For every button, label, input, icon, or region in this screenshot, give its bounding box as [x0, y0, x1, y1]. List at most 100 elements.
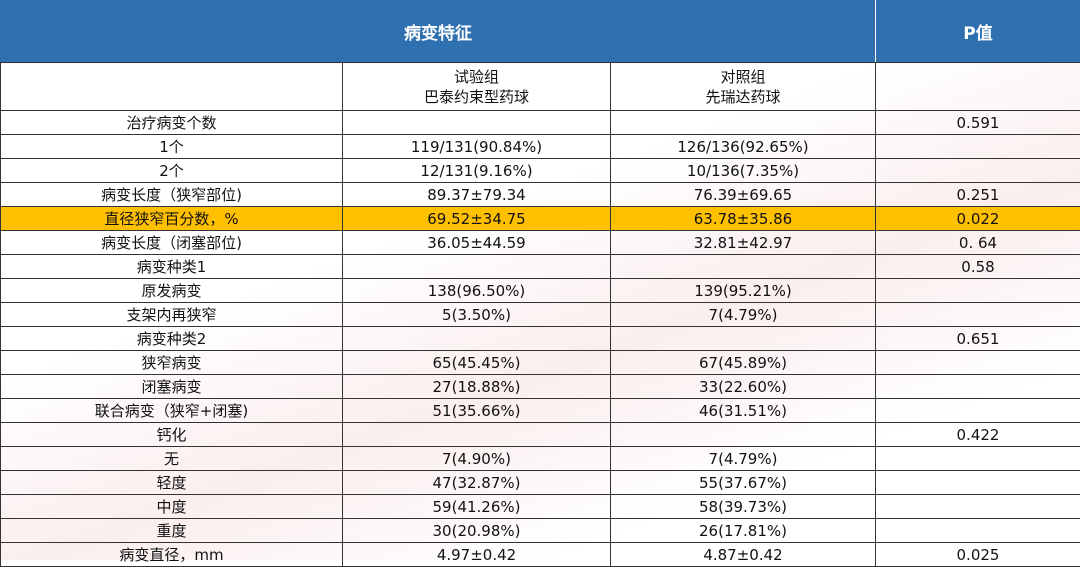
- row: 病变种类1 0.58: [1, 255, 1080, 279]
- cell: 轻度: [1, 471, 343, 495]
- cell: 139(95.21%): [611, 279, 876, 303]
- cell: 59(41.26%): [343, 495, 611, 519]
- cell: 0.022: [876, 207, 1080, 231]
- cell: 0.025: [876, 543, 1080, 567]
- group-name: 试验组: [343, 67, 610, 87]
- cell: 89.37±79.34: [343, 183, 611, 207]
- cell: [611, 327, 876, 351]
- cell: [876, 447, 1080, 471]
- cell: 病变长度（闭塞部位): [1, 231, 343, 255]
- cell: 46(31.51%): [611, 399, 876, 423]
- cell: 33(22.60%): [611, 375, 876, 399]
- cell: 0.251: [876, 183, 1080, 207]
- cell: 10/136(7.35%): [611, 159, 876, 183]
- cell: 76.39±69.65: [611, 183, 876, 207]
- cell: 7(4.79%): [611, 303, 876, 327]
- cell: 联合病变（狭窄+闭塞): [1, 399, 343, 423]
- cell: 直径狭窄百分数，%: [1, 207, 343, 231]
- cell: [343, 111, 611, 135]
- cell: 47(32.87%): [343, 471, 611, 495]
- row: 钙化 0.422: [1, 423, 1080, 447]
- cell: 0. 64: [876, 231, 1080, 255]
- cell: 0.58: [876, 255, 1080, 279]
- drug-name: 巴泰约束型药球: [343, 87, 610, 107]
- cell: 7(4.79%): [611, 447, 876, 471]
- cell: 30(20.98%): [343, 519, 611, 543]
- cell: 27(18.88%): [343, 375, 611, 399]
- cell: [876, 63, 1080, 111]
- cell: 0.651: [876, 327, 1080, 351]
- group-name: 对照组: [611, 67, 875, 87]
- cell: 病变种类2: [1, 327, 343, 351]
- cell: [876, 159, 1080, 183]
- cell: 治疗病变个数: [1, 111, 343, 135]
- cell: 5(3.50%): [343, 303, 611, 327]
- row: 病变种类2 0.651: [1, 327, 1080, 351]
- cell: 69.52±34.75: [343, 207, 611, 231]
- cell: 2个: [1, 159, 343, 183]
- header-p: P值: [876, 1, 1080, 63]
- cell: 26(17.81%): [611, 519, 876, 543]
- cell: 126/136(92.65%): [611, 135, 876, 159]
- cell: [876, 135, 1080, 159]
- cell: [876, 375, 1080, 399]
- cell: 支架内再狭窄: [1, 303, 343, 327]
- cell: 51(35.66%): [343, 399, 611, 423]
- cell: [876, 279, 1080, 303]
- cell: 55(37.67%): [611, 471, 876, 495]
- cell: 试验组巴泰约束型药球: [343, 63, 611, 111]
- cell: 4.87±0.42: [611, 543, 876, 567]
- cell: [611, 111, 876, 135]
- cell: [1, 63, 343, 111]
- cell: 63.78±35.86: [611, 207, 876, 231]
- cell: 对照组先瑞达药球: [611, 63, 876, 111]
- cell: 119/131(90.84%): [343, 135, 611, 159]
- cell: 病变种类1: [1, 255, 343, 279]
- cell: 7(4.90%): [343, 447, 611, 471]
- cell: [611, 255, 876, 279]
- cell: 闭塞病变: [1, 375, 343, 399]
- cell: [876, 495, 1080, 519]
- cell: 4.97±0.42: [343, 543, 611, 567]
- cell: 138(96.50%): [343, 279, 611, 303]
- cell: 36.05±44.59: [343, 231, 611, 255]
- cell: 0.422: [876, 423, 1080, 447]
- cell: 67(45.89%): [611, 351, 876, 375]
- drug-name: 先瑞达药球: [611, 87, 875, 107]
- cell: [343, 423, 611, 447]
- cell: 65(45.45%): [343, 351, 611, 375]
- cell: 无: [1, 447, 343, 471]
- cell: 重度: [1, 519, 343, 543]
- header-row: 病变特征 P值: [1, 1, 1080, 63]
- cell: [343, 327, 611, 351]
- cell: 1个: [1, 135, 343, 159]
- cell: [876, 519, 1080, 543]
- cell: 病变直径，mm: [1, 543, 343, 567]
- subheader-row: 试验组巴泰约束型药球 对照组先瑞达药球: [1, 63, 1080, 111]
- cell: 狭窄病变: [1, 351, 343, 375]
- cell: [343, 255, 611, 279]
- cell: 32.81±42.97: [611, 231, 876, 255]
- cell: 原发病变: [1, 279, 343, 303]
- cell: 钙化: [1, 423, 343, 447]
- cell: [876, 351, 1080, 375]
- cell: 中度: [1, 495, 343, 519]
- cell: [611, 423, 876, 447]
